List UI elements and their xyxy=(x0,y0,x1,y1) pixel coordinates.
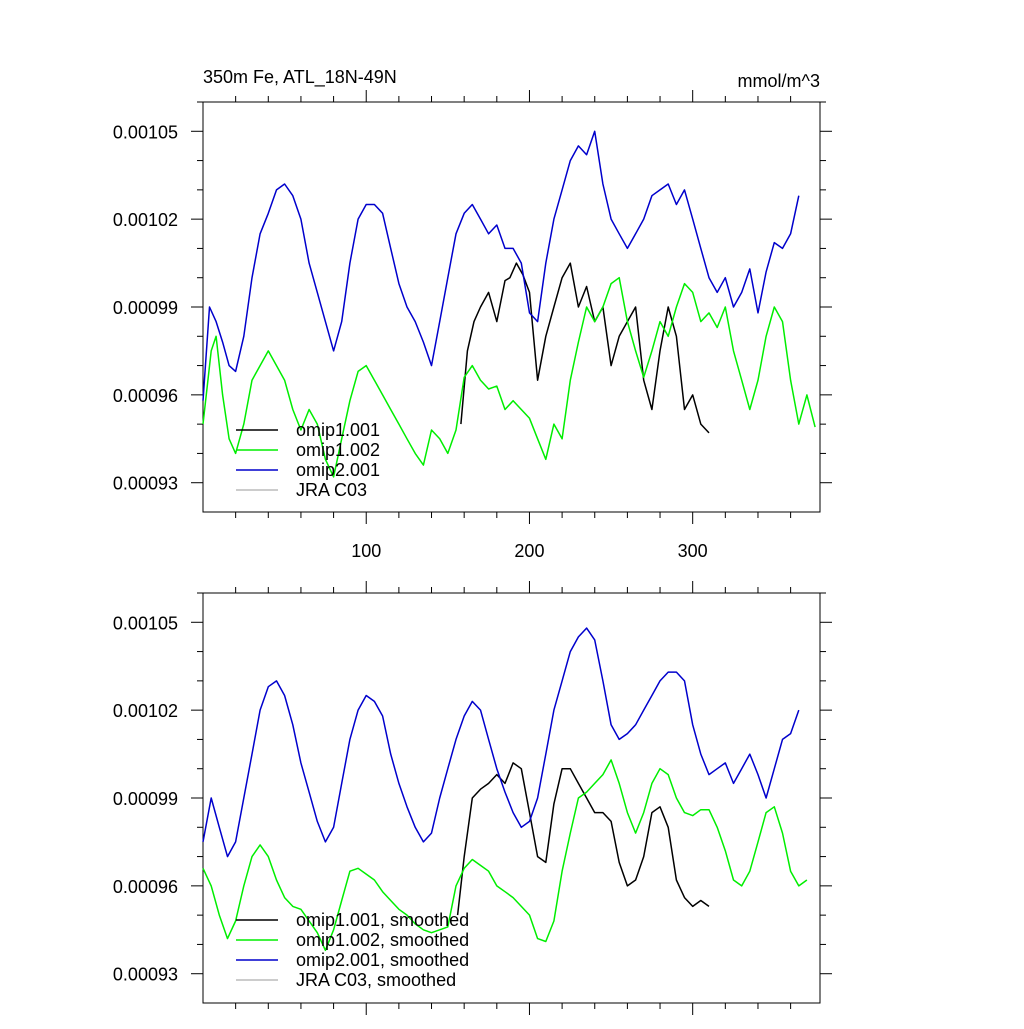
legend-label: JRA C03, smoothed xyxy=(296,970,456,990)
legend-label: omip2.001, smoothed xyxy=(296,950,469,970)
series-line-omip1-001 xyxy=(460,262,710,434)
y-tick-label: 0.00093 xyxy=(113,474,178,494)
legend-label: omip1.001 xyxy=(296,420,380,440)
top-panel: 0.00093 0.00096 0.00099 0.00102 0.00105 100 20… xyxy=(113,90,832,561)
legend-label: omip2.001 xyxy=(296,460,380,480)
x-tick-label: 200 xyxy=(514,541,544,561)
legend-label: omip1.002, smoothed xyxy=(296,930,469,950)
series-line-omip1-001-smoothed xyxy=(456,762,710,916)
bottom-panel: 0.00093 0.00096 0.00099 0.00102 0.00105 omip1… xyxy=(113,581,832,1015)
x-tick-label: 100 xyxy=(351,541,381,561)
series-line-omip1-002 xyxy=(202,276,816,478)
legend-label: omip1.002 xyxy=(296,440,380,460)
series-line-omip2-001 xyxy=(202,130,800,401)
legend-label: JRA C03 xyxy=(296,480,367,500)
y-tick-label: 0.00102 xyxy=(113,210,178,230)
series-line-omip2-001-smoothed xyxy=(202,627,800,858)
series-line-omip1-002-smoothed xyxy=(202,759,808,952)
legend-label: omip1.001, smoothed xyxy=(296,910,469,930)
chart-title: 350m Fe, ATL_18N-49N xyxy=(203,67,397,88)
y-tick-label: 0.00105 xyxy=(113,122,178,142)
units-label: mmol/m^3 xyxy=(738,71,820,91)
y-tick-label: 0.00099 xyxy=(113,789,178,809)
y-tick-label: 0.00096 xyxy=(113,877,178,897)
y-tick-label: 0.00105 xyxy=(113,613,178,633)
y-tick-label: 0.00093 xyxy=(113,965,178,985)
y-tick-label: 0.00099 xyxy=(113,298,178,318)
x-tick-label: 300 xyxy=(678,541,708,561)
y-tick-label: 0.00102 xyxy=(113,701,178,721)
y-tick-label: 0.00096 xyxy=(113,386,178,406)
